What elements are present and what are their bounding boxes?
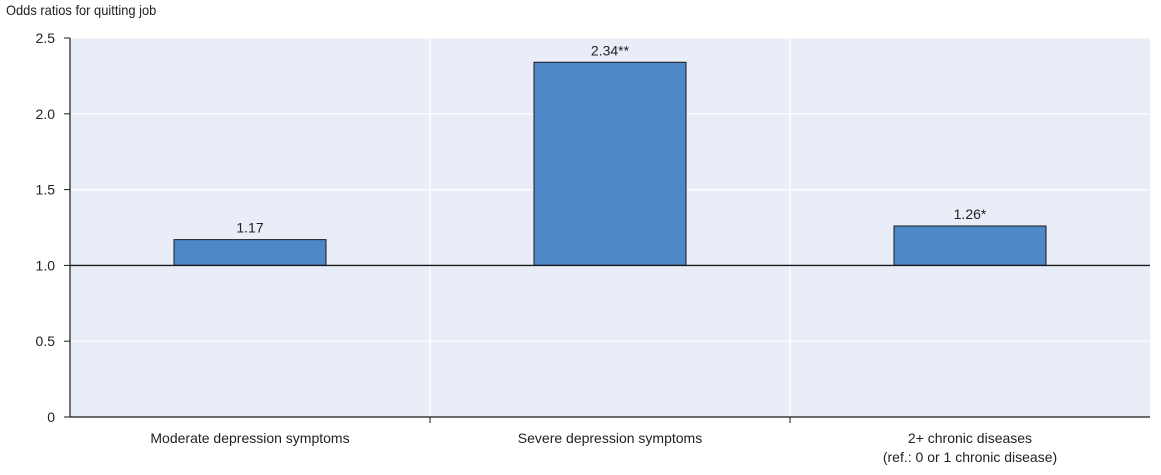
- bar-2: [893, 225, 1047, 266]
- data-label-1: 2.34**: [591, 42, 630, 58]
- data-label-0: 1.17: [236, 220, 263, 236]
- y-tick-label-2: 1.0: [36, 257, 56, 273]
- y-tick-label-5: 2.5: [36, 30, 56, 46]
- x-category-label-2: 2+ chronic diseases: [908, 430, 1032, 446]
- bar-0: [173, 239, 327, 266]
- y-tick-label-3: 1.5: [36, 182, 56, 198]
- x-category-label-1: Severe depression symptoms: [518, 430, 702, 446]
- x-category-label-2-line-2: (ref.: 0 or 1 chronic disease): [883, 449, 1057, 465]
- y-tick-label-1: 0.5: [36, 333, 56, 349]
- data-label-2: 1.26*: [954, 206, 987, 222]
- y-axis-title: Odds ratios for quitting job: [6, 2, 157, 18]
- x-category-label-0: Moderate depression symptoms: [150, 430, 349, 446]
- bar-1: [533, 61, 687, 266]
- y-tick-label-0: 0: [47, 409, 55, 425]
- y-tick-label-4: 2.0: [36, 106, 56, 122]
